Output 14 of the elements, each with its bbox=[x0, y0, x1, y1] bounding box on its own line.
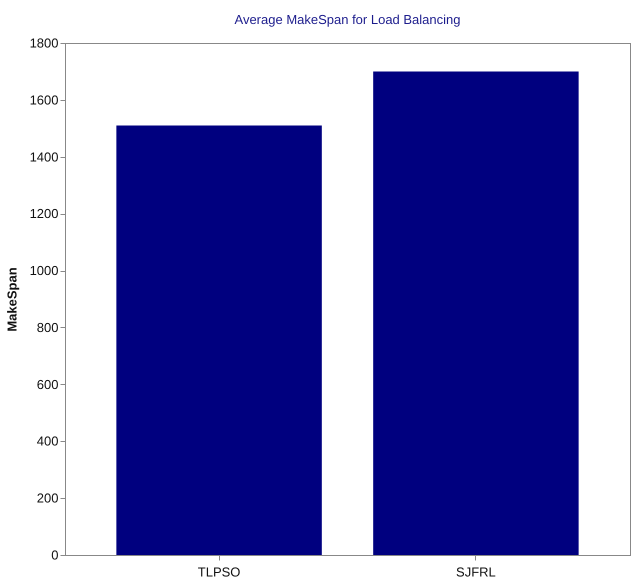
y-tick-label: 200 bbox=[36, 490, 58, 506]
y-tick-label: 0 bbox=[51, 548, 58, 562]
y-tick-label: 1800 bbox=[30, 36, 58, 50]
chart-title: Average MakeSpan for Load Balancing bbox=[234, 12, 460, 27]
y-tick-label: 800 bbox=[36, 320, 58, 335]
y-tick-label: 1600 bbox=[30, 92, 58, 108]
y-tick-label: 1200 bbox=[30, 206, 58, 222]
x-tick-label: SJFRL bbox=[456, 564, 496, 580]
y-tick-label: 1000 bbox=[30, 263, 58, 278]
y-tick-label: 1400 bbox=[30, 149, 58, 164]
y-axis-title: MakeSpan bbox=[4, 267, 20, 332]
y-tick-label: 600 bbox=[36, 376, 58, 392]
x-tick-label: TLPSO bbox=[198, 564, 240, 580]
y-tick-label: 400 bbox=[36, 434, 58, 449]
